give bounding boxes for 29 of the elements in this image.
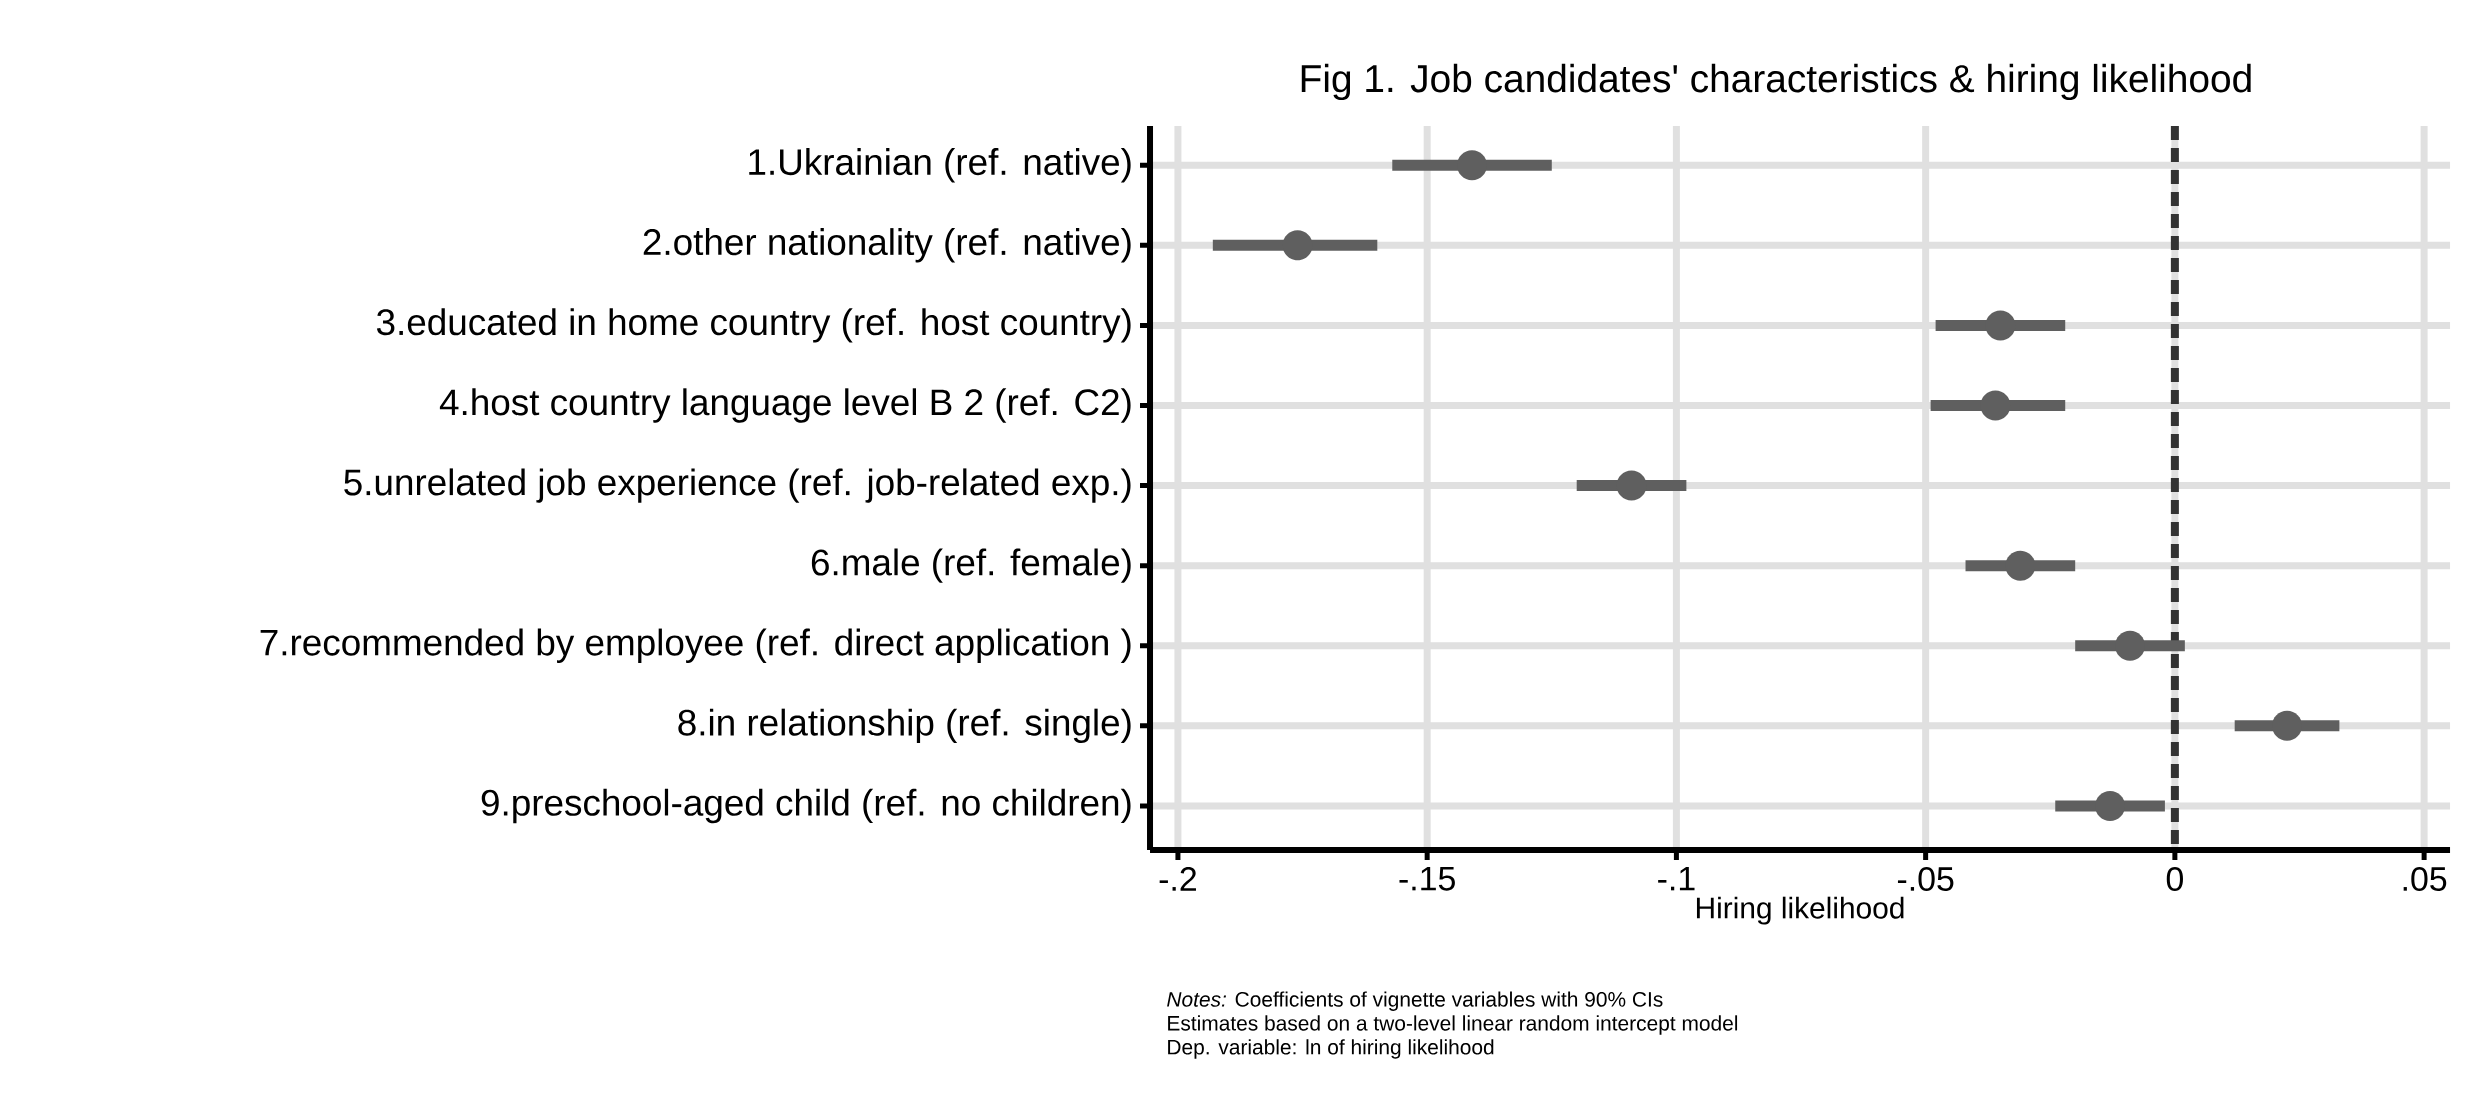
point — [2095, 790, 2126, 821]
point — [1457, 150, 1488, 181]
y-tick-label: 5.unrelated job experience (ref. job-related exp.) — [344, 468, 1131, 503]
point — [1282, 230, 1313, 261]
y-tick-label: 7.recommended by employee (ref. direct application ) — [260, 628, 1131, 663]
y-tick-label: 3.educated in home country (ref. host country) — [376, 308, 1131, 343]
y-tick-label: 9.preschool-aged child (ref. no children) — [481, 788, 1131, 824]
y-tick-label: 8.in relationship (ref. single) — [678, 708, 1131, 744]
x-tick-label: -.2 — [1159, 867, 1196, 891]
x-axis-title: Hiring likelihood — [1696, 896, 1904, 925]
point — [2115, 630, 2146, 661]
chart-title: Fig 1. Job candidates' characteristics & hiring likelihood — [1301, 63, 2251, 101]
x-tick-label: 0 — [2166, 867, 2183, 892]
point — [1616, 470, 1647, 501]
x-tick-label: -.1 — [1658, 867, 1695, 891]
point — [1985, 310, 2016, 341]
text: Estimates based on a two-level linear random intercept model — [1168, 1015, 1738, 1035]
y-tick-label: 6.male (ref. female) — [811, 548, 1131, 583]
text: Notes: Coefficients of vignette variables with 90% CIs — [1167, 991, 1663, 1011]
point — [1980, 390, 2011, 421]
x-tick-label: -.05 — [1897, 867, 1954, 892]
text: Dep. variable: ln of hiring likelihood — [1168, 1039, 1494, 1059]
point — [2005, 550, 2036, 581]
y-tick-label: 2.other nationality (ref. native) — [643, 228, 1131, 263]
y-tick-label: 4.host country language level B 2 (ref. C2) — [439, 388, 1131, 423]
x-tick-label: .05 — [2403, 867, 2447, 892]
x-tick-label: -.15 — [1399, 867, 1455, 891]
point — [2272, 710, 2303, 741]
y-tick-label: 1.Ukrainian (ref. native) — [749, 148, 1131, 183]
